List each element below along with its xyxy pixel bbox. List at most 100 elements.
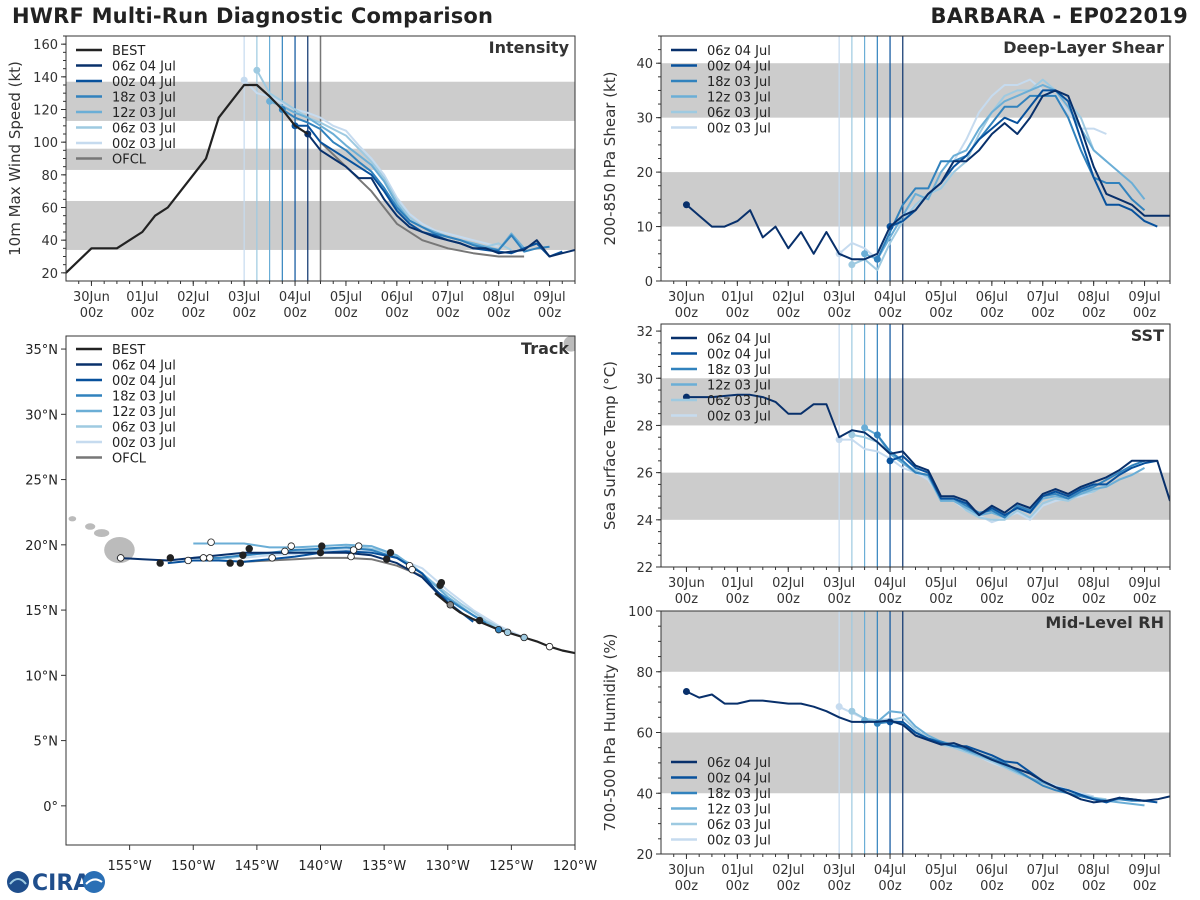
ytick-label: 160 [33,38,58,53]
xtick-label-hour: 00z [980,592,1004,607]
legend-label: OFCL [112,452,147,467]
xtick-label-date: 30Jun [668,576,705,591]
xtick-label-hour: 00z [1031,879,1055,894]
track-point [494,625,503,634]
xtick-label-date: 03Jul [823,863,855,878]
xtick-label-hour: 00z [980,306,1004,321]
ytick-label: 15°N [25,604,58,619]
xtick-label-date: 02Jul [772,576,804,591]
legend-label: BEST [112,44,145,59]
xtick-label-hour: 00z [726,879,750,894]
xtick-label-date: 01Jul [126,290,158,305]
ytick-label: 100 [628,605,653,620]
track-point [245,545,253,553]
xtick-label-hour: 00z [334,306,358,321]
track-00z-04-jul [167,550,474,623]
legend-label: 18z 03 Jul [707,363,771,378]
xtick-label: 140°W [298,859,342,874]
xtick-label-date: 06Jul [976,863,1008,878]
start-point-intensity-06z-03-jul [253,66,261,74]
legend-label: 06z 04 Jul [707,44,771,59]
band-sst-1 [661,378,1170,426]
xtick-label-hour: 00z [827,879,851,894]
panel-title-track: Track [521,339,569,358]
track-point [226,559,234,567]
xtick-label-hour: 00z [827,306,851,321]
legend-label: 06z 04 Jul [707,332,771,347]
ytick-label: 28 [636,419,653,434]
xtick-label-date: 08Jul [1078,290,1110,305]
series-intensity-12z-03-jul [269,100,525,251]
band-rh-1 [661,611,1170,672]
xtick-label-date: 04Jul [279,290,311,305]
legend-label: 12z 03 Jul [707,91,771,106]
band-shear-1 [661,63,1170,118]
xtick-label-hour: 00z [131,306,155,321]
series-shear-12z-03-jul [864,84,1146,261]
ytick-label: 10 [636,221,653,236]
ytick-label: 20 [636,848,653,863]
xtick-label-hour: 00z [675,879,699,894]
plot-area-rh [661,611,1170,854]
xtick-label-hour: 00z [385,306,409,321]
ytick-label: 5°N [34,735,59,750]
xtick-label-date: 06Jul [381,290,413,305]
start-point-sst-18z-03-jul [873,431,881,439]
xtick-label-date: 01Jul [721,576,753,591]
track-point [281,547,289,556]
track-point [354,542,363,550]
xtick-label: 135°W [362,859,406,874]
plot-area-intensity [66,36,575,281]
xtick-label-hour: 00z [675,592,699,607]
track-point [382,555,391,563]
xtick-label-date: 07Jul [1027,576,1059,591]
panel-title-intensity: Intensity [489,38,570,57]
legend-label: BEST [112,343,145,358]
xtick-label-hour: 00z [1031,306,1055,321]
xtick-label-date: 30Jun [73,290,110,305]
ylabel-sst: Sea Surface Temp (°C) [601,361,619,530]
xtick-label-hour: 00z [929,306,953,321]
xtick-label-date: 08Jul [1078,576,1110,591]
band-shear-0 [661,172,1170,227]
track-12z-03-jul [193,542,500,631]
ytick-label: 60 [636,727,653,742]
ytick-label: 25°N [25,474,58,489]
plot-area-shear [661,36,1170,281]
track-point [117,554,125,562]
xtick-label: 125°W [489,859,533,874]
ytick-label: 80 [41,169,58,184]
cira-logo: CIRA [7,871,105,896]
xtick-label-date: 08Jul [483,290,515,305]
xtick-label-date: 05Jul [330,290,362,305]
track-point [437,578,446,587]
ytick-label: 20°N [25,539,58,554]
legend-label: 06z 04 Jul [707,756,771,771]
xtick-label-date: 05Jul [925,863,957,878]
legend-label: 00z 03 Jul [112,436,176,451]
track-point [316,548,325,557]
band-sst-0 [661,472,1170,520]
ytick-label: 100 [33,136,58,151]
legend-label: OFCL [112,153,147,168]
legend-label: 18z 03 Jul [707,75,771,90]
start-point-sst-12z-03-jul [861,424,869,432]
xtick-label-date: 01Jul [721,863,753,878]
ytick-label: 40 [636,787,653,802]
legend-label: 00z 04 Jul [112,374,176,389]
legend-label: 06z 04 Jul [112,359,176,374]
xtick-label-hour: 00z [777,306,801,321]
ytick-label: 35°N [25,343,58,358]
xtick-label-date: 06Jul [976,576,1008,591]
land-shape [68,516,77,522]
xtick-label: 150°W [171,859,215,874]
ytick-label: 80 [636,666,653,681]
xtick-label-hour: 00z [777,879,801,894]
legend-label: 00z 03 Jul [707,834,771,849]
xtick-label-hour: 00z [1082,306,1106,321]
xtick-label-hour: 00z [283,306,307,321]
legend-label: 06z 04 Jul [112,60,176,75]
track-point [545,642,554,651]
start-point-rh-06z-04-jul [682,687,690,695]
legend-label: 18z 03 Jul [112,91,176,106]
